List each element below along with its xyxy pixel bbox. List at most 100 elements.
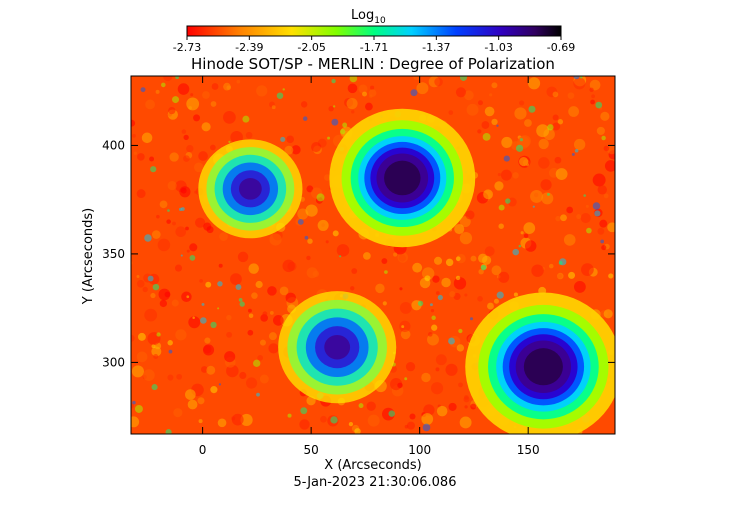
network-cell: [217, 281, 223, 287]
network-cell: [431, 324, 438, 331]
texture-cell: [307, 238, 313, 244]
texture-cell: [363, 252, 371, 260]
texture-cell: [436, 405, 448, 417]
texture-cell: [183, 134, 189, 141]
texture-cell: [153, 354, 159, 360]
network-cell: [404, 377, 408, 381]
texture-cell: [552, 114, 559, 121]
texture-cell: [375, 283, 385, 294]
network-cell: [332, 230, 339, 237]
texture-cell: [466, 103, 479, 116]
texture-cell: [449, 291, 456, 298]
network-cell: [331, 78, 336, 84]
network-cell: [302, 116, 308, 121]
texture-cell: [519, 100, 525, 106]
texture-cell: [581, 263, 594, 276]
texture-cell: [240, 413, 253, 427]
texture-cell: [397, 252, 409, 263]
network-cell: [518, 244, 522, 248]
texture-cell: [142, 286, 148, 293]
texture-cell: [596, 126, 605, 136]
texture-cell: [493, 298, 499, 304]
texture-cell: [399, 287, 403, 291]
texture-cell: [199, 278, 204, 283]
texture-cell: [494, 181, 504, 191]
texture-cell: [204, 337, 211, 344]
network-cell: [287, 413, 292, 418]
texture-cell: [421, 372, 431, 383]
network-cell: [161, 82, 166, 88]
network-cell: [253, 359, 261, 367]
heatmap-features: [198, 108, 615, 434]
texture-cell: [350, 286, 355, 291]
colorbar-tick-label: -1.71: [360, 41, 388, 54]
texture-cell: [367, 414, 380, 427]
texture-cell: [271, 105, 276, 110]
network-cell: [571, 152, 575, 156]
texture-cell: [554, 156, 562, 164]
texture-cell: [175, 226, 187, 238]
texture-cell: [336, 244, 350, 257]
network-cell: [601, 135, 606, 141]
texture-cell: [236, 79, 241, 84]
texture-cell: [305, 204, 318, 217]
texture-cell: [458, 382, 463, 388]
texture-cell: [306, 185, 314, 193]
colorbar-tick-label: -1.03: [484, 41, 512, 54]
network-cell: [512, 248, 520, 256]
texture-cell: [524, 240, 537, 252]
texture-cell: [538, 138, 549, 150]
texture-cell: [325, 240, 329, 244]
texture-cell: [489, 93, 493, 97]
network-cell: [151, 344, 156, 349]
texture-cell: [555, 215, 561, 222]
network-cell: [340, 128, 346, 135]
network-cell: [210, 321, 217, 328]
texture-cell: [580, 212, 591, 224]
texture-cell: [568, 106, 580, 117]
network-cell: [505, 198, 511, 204]
network-cell: [228, 140, 231, 143]
texture-cell: [210, 144, 216, 151]
texture-cell: [477, 129, 482, 134]
texture-cell: [552, 91, 559, 98]
texture-cell: [247, 308, 252, 313]
texture-cell: [566, 206, 574, 214]
texture-cell: [197, 397, 205, 405]
texture-cell: [351, 110, 355, 114]
texture-cell: [226, 364, 239, 378]
texture-cell: [498, 223, 504, 229]
texture-cell: [448, 402, 457, 411]
texture-cell: [512, 172, 519, 179]
network-cell: [388, 410, 395, 417]
texture-cell: [306, 255, 311, 261]
network-cell: [165, 429, 172, 434]
texture-cell: [478, 253, 488, 264]
x-axis: 0 50 100 150: [199, 76, 540, 457]
texture-cell: [491, 265, 502, 276]
texture-cell: [136, 189, 146, 199]
texture-cell: [260, 314, 269, 322]
texture-cell: [397, 382, 403, 389]
texture-cell: [464, 293, 468, 297]
texture-cell: [279, 286, 289, 296]
network-cell: [580, 76, 583, 79]
network-cell: [513, 292, 518, 297]
texture-cell: [328, 106, 334, 112]
texture-cell: [369, 94, 373, 98]
texture-cell: [366, 401, 376, 411]
texture-cell: [188, 316, 201, 329]
texture-cell: [600, 111, 610, 121]
network-cell: [218, 383, 222, 386]
texture-cell: [435, 367, 440, 372]
network-cell: [339, 255, 342, 258]
texture-cell: [435, 291, 440, 295]
texture-cell: [607, 222, 615, 233]
texture-cell: [272, 315, 284, 326]
texture-cell: [248, 263, 259, 274]
texture-cell: [604, 160, 615, 172]
texture-cell: [347, 83, 358, 94]
heatmap: [131, 76, 615, 434]
texture-cell: [198, 419, 203, 424]
